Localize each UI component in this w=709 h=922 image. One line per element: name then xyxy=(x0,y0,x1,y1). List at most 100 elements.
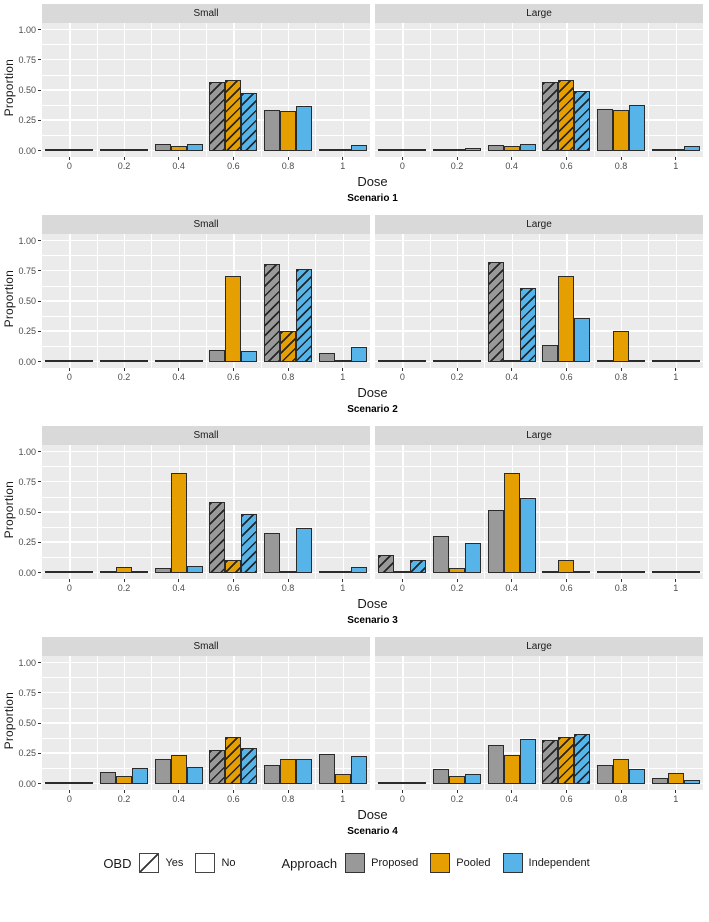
dose-group-0.4 xyxy=(151,472,206,573)
bar-independent xyxy=(295,105,312,151)
bar-independent xyxy=(574,571,591,573)
x-tick: 0.6 xyxy=(539,790,594,805)
x-tick-label: 0.2 xyxy=(450,794,464,804)
x-tick: 0.2 xyxy=(97,790,152,805)
x-tick: 1 xyxy=(315,368,370,383)
bar-pooled xyxy=(115,149,132,151)
x-tick: 1 xyxy=(315,579,370,594)
y-axis-title: Proportion xyxy=(1,692,16,750)
bar-independent xyxy=(186,565,203,573)
x-tick-mark xyxy=(232,579,234,582)
x-tick: 0.2 xyxy=(97,368,152,383)
x-tick-mark xyxy=(123,790,125,793)
bar-proposed xyxy=(378,782,395,784)
x-tick: 0.4 xyxy=(484,790,539,805)
y-tick-mark xyxy=(38,692,41,694)
bar-pooled xyxy=(667,571,684,573)
bar-proposed xyxy=(209,750,226,784)
gridline-vertical-minor xyxy=(484,445,486,579)
y-tick-label: 1.00 xyxy=(18,24,36,35)
color-swatch-icon xyxy=(430,853,451,873)
gridline-vertical-minor xyxy=(429,445,431,579)
gridline-vertical-major xyxy=(675,23,678,157)
x-tick-label: 0.2 xyxy=(117,372,131,382)
dose-group-0 xyxy=(375,149,430,151)
x-tick-mark xyxy=(287,790,289,793)
x-tick: 0.4 xyxy=(151,579,206,594)
facet-panel-large: Large 0 0.2 0.4 0.6 0.8 1 xyxy=(375,4,703,172)
bar-proposed xyxy=(651,148,668,151)
y-tick-label: 0.25 xyxy=(18,326,36,337)
bar-independent xyxy=(628,360,645,362)
y-axis-title-column: Proportion xyxy=(1,426,16,594)
bar-proposed xyxy=(432,535,449,573)
gridline-vertical-major xyxy=(511,234,514,368)
bar-independent xyxy=(574,318,591,362)
y-tick-mark xyxy=(38,572,41,573)
y-axis-title: Proportion xyxy=(1,481,16,539)
x-tick-label: 0.4 xyxy=(172,583,185,593)
bar-pooled xyxy=(115,775,132,784)
gridline-vertical-minor xyxy=(315,23,317,157)
x-tick-label: 1 xyxy=(673,583,679,593)
x-tick-label: 0.8 xyxy=(614,372,628,382)
bar-pooled xyxy=(225,559,242,573)
dose-group-0.2 xyxy=(430,535,485,573)
y-tick-label: 0.50 xyxy=(18,507,36,517)
gridline-vertical-minor xyxy=(206,23,207,157)
x-tick-label: 0.6 xyxy=(227,794,240,804)
legend-group-approach: Approach Proposed Pooled Independent xyxy=(282,853,602,873)
gridline-vertical-minor xyxy=(151,234,153,368)
x-tick: 0.8 xyxy=(594,368,649,383)
x-tick: 0.2 xyxy=(97,157,152,172)
dose-group-0.6 xyxy=(206,79,261,151)
gridline-vertical-minor xyxy=(648,23,650,157)
facet-panels: Small 0 0.2 0.4 0.6 0.8 1 Large 0 0.2 0.4 0.6 0.8 1 xyxy=(42,215,703,383)
bar-proposed xyxy=(99,360,116,362)
color-swatch-icon xyxy=(502,853,523,873)
x-tick: 0 xyxy=(375,790,430,805)
y-axis: 0.00 0.25 0.50 0.75 1.00 xyxy=(15,637,42,805)
y-tick-mark xyxy=(38,511,41,513)
x-tick-mark xyxy=(68,368,70,371)
bar-pooled xyxy=(115,360,132,362)
x-tick-mark xyxy=(511,790,513,793)
x-tick: 0.6 xyxy=(206,368,261,383)
bar-independent xyxy=(410,360,427,362)
x-tick-mark xyxy=(123,157,125,160)
bar-independent xyxy=(350,347,367,362)
bar-pooled xyxy=(612,758,629,784)
x-tick-mark xyxy=(232,157,234,160)
x-axis: 0 0.2 0.4 0.6 0.8 1 xyxy=(42,790,370,805)
legend-item-independent: Independent xyxy=(502,853,590,873)
dose-group-0.2 xyxy=(97,360,152,362)
bar-pooled xyxy=(558,276,575,362)
bar-proposed xyxy=(45,149,62,151)
y-axis: 0.00 0.25 0.50 0.75 1.00 xyxy=(15,215,42,383)
gridline-vertical-major xyxy=(342,656,345,790)
bar-independent xyxy=(628,769,645,784)
gridline-vertical-major xyxy=(288,23,290,157)
bar-proposed xyxy=(542,82,559,151)
bar-proposed xyxy=(318,148,335,151)
bar-proposed xyxy=(432,769,449,784)
dose-group-0 xyxy=(42,571,97,573)
panel-strip-label: Large xyxy=(375,426,703,445)
gridline-vertical-major xyxy=(69,234,71,368)
y-tick-mark xyxy=(38,89,41,91)
x-tick-mark xyxy=(511,157,513,160)
bar-proposed xyxy=(45,782,62,784)
bar-pooled xyxy=(61,149,78,151)
dose-group-0 xyxy=(375,782,430,784)
x-tick: 0.8 xyxy=(261,157,316,172)
gridline-vertical-minor xyxy=(648,234,650,368)
x-tick: 1 xyxy=(648,157,703,172)
y-axis-title: Proportion xyxy=(1,59,16,117)
x-axis-title: Dose xyxy=(357,807,388,822)
dose-group-0.6 xyxy=(539,276,594,362)
bar-proposed xyxy=(99,571,116,573)
legend-approach-keys: Proposed Pooled Independent xyxy=(345,853,602,873)
y-tick-mark xyxy=(38,270,41,272)
bar-pooled xyxy=(334,149,351,151)
bar-independent xyxy=(241,92,258,151)
